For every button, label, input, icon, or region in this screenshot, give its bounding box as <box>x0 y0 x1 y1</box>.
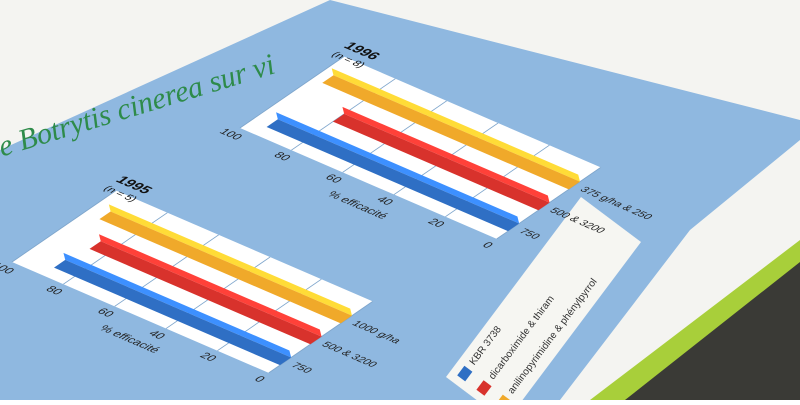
bar-top <box>331 68 580 182</box>
bar <box>99 211 352 324</box>
legend-swatch <box>476 380 492 396</box>
grid-line <box>11 190 117 263</box>
legend-box <box>445 196 642 405</box>
grid-line <box>239 56 345 129</box>
bar-top <box>99 234 322 337</box>
bar <box>54 259 292 366</box>
tick-label: 0 <box>479 240 497 251</box>
bar <box>89 241 322 345</box>
bar-top <box>276 112 520 224</box>
bar <box>266 119 520 232</box>
bar-top <box>342 106 550 203</box>
legend-swatch <box>457 365 473 382</box>
tick-label: 0 <box>251 374 269 385</box>
green-strip <box>590 240 800 400</box>
bar <box>332 113 550 211</box>
bar-top <box>63 252 292 358</box>
bar-top <box>108 204 352 316</box>
bar <box>322 75 580 190</box>
